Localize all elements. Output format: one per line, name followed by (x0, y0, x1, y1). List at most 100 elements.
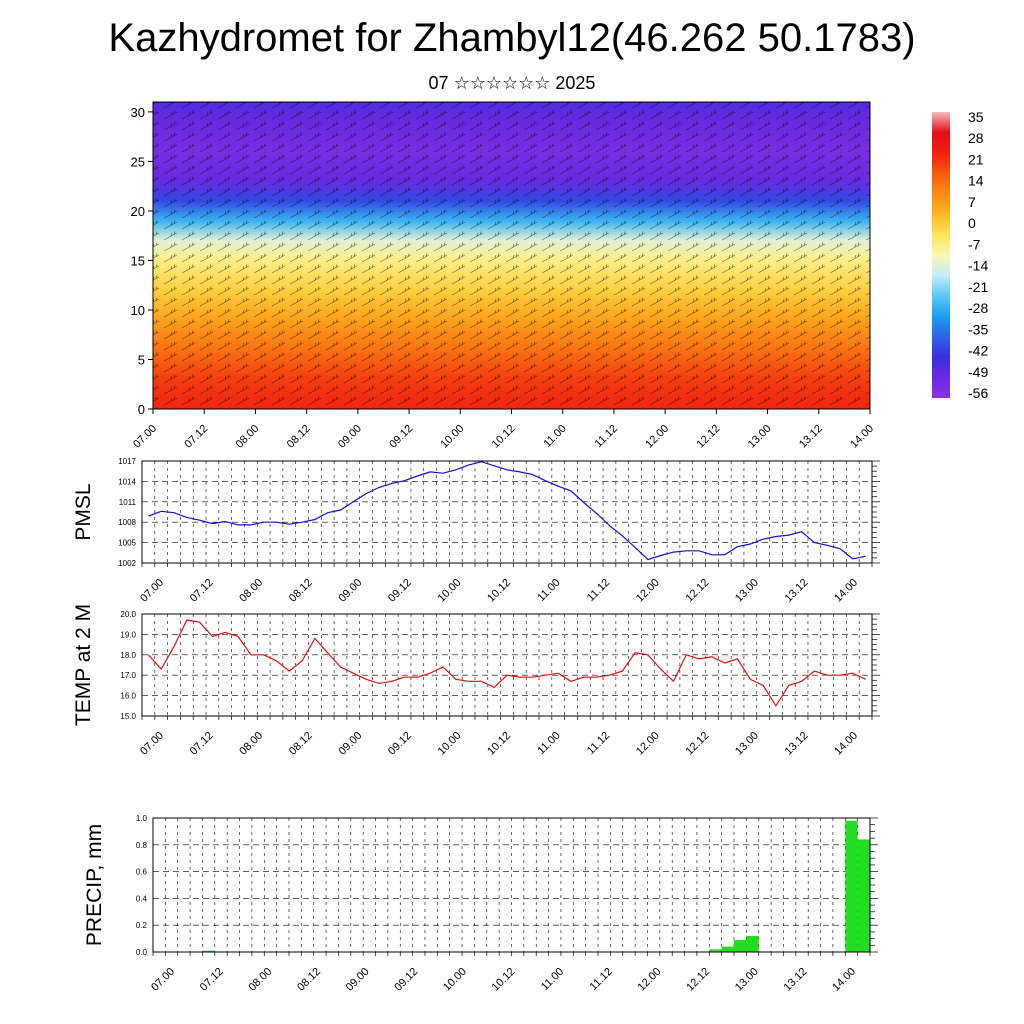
y-tick-label: 1002 (118, 559, 136, 568)
pmsl-ylabel: PMSL (72, 483, 95, 540)
x-tick-label: 09.00 (336, 730, 364, 758)
x-tick-label: 13.00 (733, 966, 761, 994)
x-tick-label: 10.00 (441, 966, 469, 994)
x-tick-label: 12.12 (683, 730, 711, 758)
x-tick-label: 07.12 (182, 423, 210, 451)
colorbar-label: -7 (968, 236, 981, 252)
colorbar: 35 28 21 14 7 0 -7 -14 -21 -28 -35 -42 -49 -56 (932, 109, 988, 401)
precip-ylabel: PRECIP, mm (83, 824, 106, 946)
x-tick-label: 08.12 (285, 423, 313, 451)
precip-bar (746, 935, 759, 952)
colorbar-label: -14 (968, 258, 988, 274)
x-tick-label: 13.12 (783, 577, 811, 605)
x-tick-label: 14.00 (832, 730, 860, 758)
y-tick-label: 1011 (119, 498, 137, 507)
x-tick-label: 10.00 (436, 577, 464, 605)
x-tick-label: 13.12 (797, 423, 825, 451)
colorbar-label: 21 (968, 151, 984, 167)
x-tick-label: 08.12 (287, 577, 315, 605)
x-tick-label: 12.00 (636, 966, 664, 994)
y-tick-label: 0.6 (136, 868, 148, 877)
x-tick-label: 09.12 (386, 730, 414, 758)
x-tick-label: 13.00 (733, 577, 761, 605)
x-tick-label: 13.00 (746, 423, 774, 451)
x-tick-label: 12.00 (643, 423, 671, 451)
y-tick-label: 15.0 (120, 712, 136, 721)
x-tick-label: 10.12 (485, 730, 513, 758)
y-tick-label: 18.0 (120, 651, 136, 660)
x-tick-label: 10.12 (485, 577, 513, 605)
y-tick-label: 0.0 (136, 948, 148, 957)
chart-subtitle: 07 ☆☆☆☆☆☆ 2025 (428, 73, 596, 93)
x-tick-label: 08.12 (287, 730, 315, 758)
y-tick-label: 20.0 (120, 610, 136, 619)
precip-panel: 0.0 0.2 0.4 0.6 0.8 1.0 07.00 07.12 08.00 08.12 09… (83, 814, 878, 994)
x-tick-label: 14.00 (832, 577, 860, 605)
precip-bar (734, 939, 747, 952)
precip-bar (721, 946, 735, 952)
x-tick-label: 10.00 (438, 423, 466, 451)
x-tick-label: 07.12 (198, 966, 226, 994)
x-tick-label: 09.00 (336, 577, 364, 605)
x-tick-label: 08.12 (295, 966, 323, 994)
temp2m-ylabel: TEMP at 2 M (72, 604, 95, 726)
colorbar-fill (932, 112, 950, 398)
precip-frame (152, 817, 871, 953)
colorbar-label: 7 (968, 194, 976, 210)
temp2m-line (147, 619, 866, 707)
temp-2m-panel: 15.0 16.0 17.0 18.0 19.0 20.0 07.00 07.12 08.00 0… (72, 604, 880, 758)
x-tick-label: 10.00 (436, 730, 464, 758)
colorbar-label: -35 (968, 321, 988, 337)
y-tick-label: 1005 (118, 539, 136, 548)
x-tick-label: 07.12 (188, 577, 216, 605)
colorbar-label: -21 (968, 279, 988, 295)
colorbar-label: 14 (968, 173, 984, 189)
colorbar-label: -49 (968, 364, 988, 380)
pmsl-line (148, 461, 866, 561)
colorbar-label: -42 (968, 343, 988, 359)
y-tick-label: 30 (131, 105, 145, 120)
x-tick-label: 09.12 (392, 966, 420, 994)
x-tick-label: 09.12 (387, 423, 415, 451)
y-tick-label: 0.4 (136, 894, 148, 903)
colorbar-label: 28 (968, 130, 984, 146)
x-tick-label: 09.12 (386, 577, 414, 605)
x-tick-label: 07.00 (149, 966, 177, 994)
x-tick-label: 08.00 (246, 966, 274, 994)
y-tick-label: 1008 (118, 518, 136, 527)
x-tick-label: 07.00 (131, 423, 159, 451)
pmsl-frame (141, 460, 873, 564)
x-tick-label: 12.12 (683, 577, 711, 605)
x-tick-label: 10.12 (490, 966, 518, 994)
x-tick-label: 09.00 (344, 966, 372, 994)
y-tick-label: 20 (131, 204, 145, 219)
colorbar-label: 0 (968, 215, 976, 231)
x-tick-label: 12.00 (634, 730, 662, 758)
x-tick-label: 08.00 (237, 730, 265, 758)
precip-bar (857, 839, 870, 952)
y-tick-label: 17.0 (120, 671, 136, 680)
x-tick-label: 11.00 (535, 577, 562, 604)
x-tick-label: 11.12 (588, 966, 615, 993)
x-tick-label: 14.00 (848, 423, 876, 451)
x-tick-label: 11.00 (539, 966, 566, 993)
y-tick-label: 5 (138, 352, 145, 367)
x-tick-label: 12.12 (695, 423, 723, 451)
colorbar-label: -28 (968, 300, 988, 316)
y-tick-label: 1.0 (136, 814, 148, 823)
precip-bar (709, 949, 722, 952)
y-tick-label: 0 (138, 402, 145, 417)
y-tick-label: 1017 (118, 457, 136, 466)
x-tick-label: 13.00 (733, 730, 761, 758)
y-tick-label: 19.0 (120, 630, 136, 639)
x-tick-label: 07.00 (138, 577, 166, 605)
colorbar-label: 35 (968, 109, 984, 125)
y-tick-label: 25 (131, 154, 145, 169)
y-tick-label: 15 (131, 253, 145, 268)
x-tick-label: 14.00 (830, 966, 858, 994)
chart-title: Kazhydromet for Zhambyl12(46.262 50.1783… (108, 16, 916, 60)
wind-barbs (153, 102, 870, 409)
y-tick-label: 10 (131, 303, 145, 318)
x-tick-label: 08.00 (234, 423, 262, 451)
x-tick-label: 12.00 (634, 577, 662, 605)
